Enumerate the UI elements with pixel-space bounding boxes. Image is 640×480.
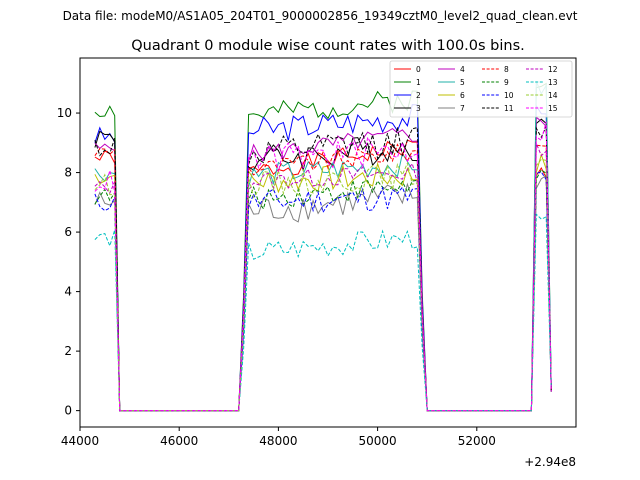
legend-label-10: 10 (504, 91, 514, 100)
legend-label-12: 12 (548, 65, 558, 74)
x-tick-label-2: 48000 (259, 434, 297, 448)
legend-label-13: 13 (548, 78, 558, 87)
x-tick-label-3: 50000 (359, 434, 397, 448)
legend-label-1: 1 (416, 78, 421, 87)
chart-suptitle: Data file: modeM0/AS1A05_204T01_90000028… (63, 9, 578, 23)
legend-label-2: 2 (416, 91, 421, 100)
plot-frame (79, 57, 577, 428)
x-axis: 44000 46000 48000 50000 52000 (61, 427, 496, 448)
x-tick-label-1: 46000 (160, 434, 198, 448)
legend-label-14: 14 (548, 91, 558, 100)
y-axis: 0 2 4 6 8 10 (57, 106, 80, 418)
legend-label-15: 15 (548, 104, 558, 113)
legend-label-7: 7 (460, 104, 465, 113)
x-tick-label-0: 44000 (61, 434, 99, 448)
legend-label-9: 9 (504, 78, 509, 87)
legend-label-3: 3 (416, 104, 421, 113)
y-tick-label-4: 8 (64, 166, 72, 180)
legend-label-5: 5 (460, 78, 465, 87)
y-tick-label-0: 0 (64, 404, 72, 418)
legend-label-6: 6 (460, 91, 465, 100)
y-tick-label-5: 10 (57, 106, 72, 120)
x-tick-label-4: 52000 (458, 434, 496, 448)
y-tick-label-1: 2 (64, 344, 72, 358)
plot-lines (94, 81, 552, 412)
legend-label-4: 4 (460, 65, 465, 74)
legend-label-11: 11 (504, 104, 514, 113)
x-offset-label: +2.94e8 (524, 455, 576, 469)
y-tick-label-3: 6 (64, 225, 72, 239)
legend-label-0: 0 (416, 65, 421, 74)
series-line-15 (94, 121, 552, 412)
legend-box (389, 60, 573, 118)
chart-title: Quadrant 0 module wise count rates with … (131, 38, 525, 54)
y-tick-label-2: 4 (64, 285, 72, 299)
legend-label-8: 8 (504, 65, 509, 74)
